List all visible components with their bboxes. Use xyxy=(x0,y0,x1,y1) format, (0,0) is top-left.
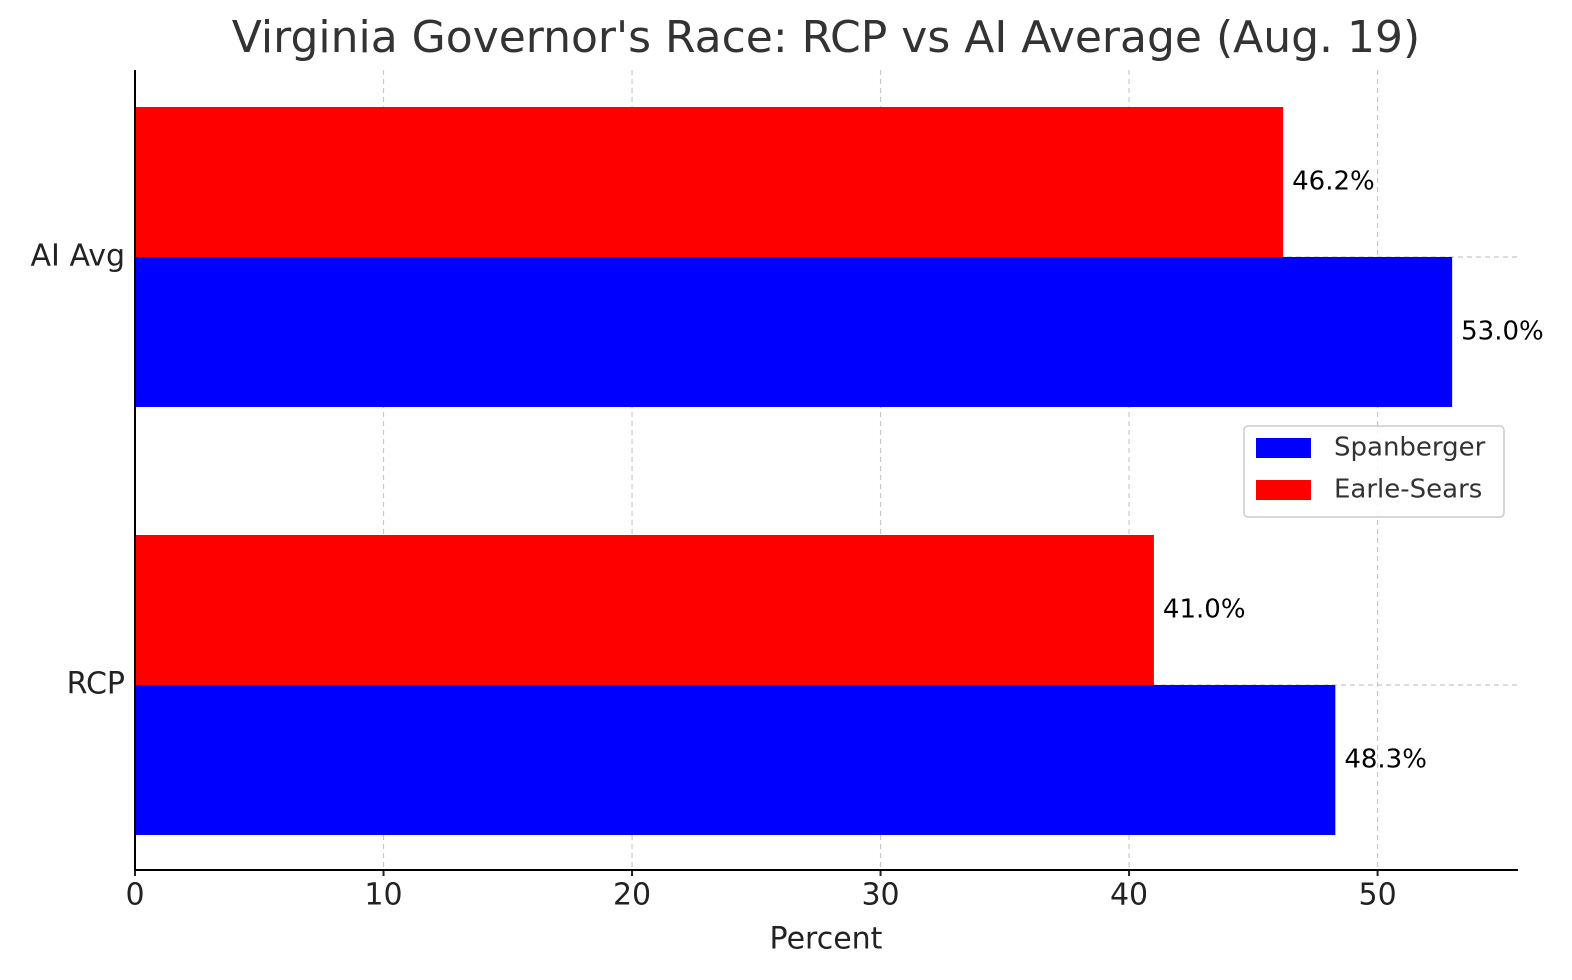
x-tick-label: 30 xyxy=(861,878,899,913)
value-label: 48.3% xyxy=(1344,745,1427,775)
legend-swatch xyxy=(1256,480,1311,500)
x-tick-label: 50 xyxy=(1358,878,1396,913)
x-tick-label: 10 xyxy=(364,878,402,913)
x-axis-label: Percent xyxy=(770,922,883,957)
x-tick-label: 0 xyxy=(125,878,144,913)
bar xyxy=(135,107,1284,257)
legend-label: Earle-Sears xyxy=(1334,475,1482,505)
value-label: 53.0% xyxy=(1461,317,1544,347)
legend-swatch xyxy=(1256,438,1311,458)
bar xyxy=(135,257,1453,407)
bar xyxy=(135,685,1336,835)
bar xyxy=(135,535,1154,685)
chart-title: Virginia Governor's Race: RCP vs AI Aver… xyxy=(232,12,1420,63)
x-tick-label: 40 xyxy=(1110,878,1148,913)
value-label: 41.0% xyxy=(1163,595,1246,625)
y-tick-label: AI Avg xyxy=(31,239,125,274)
legend-label: Spanberger xyxy=(1334,433,1486,463)
x-tick-label: 20 xyxy=(613,878,651,913)
y-tick-label: RCP xyxy=(67,667,125,702)
legend: Spanberger Earle-Sears xyxy=(1243,425,1505,518)
value-label: 46.2% xyxy=(1292,167,1375,197)
